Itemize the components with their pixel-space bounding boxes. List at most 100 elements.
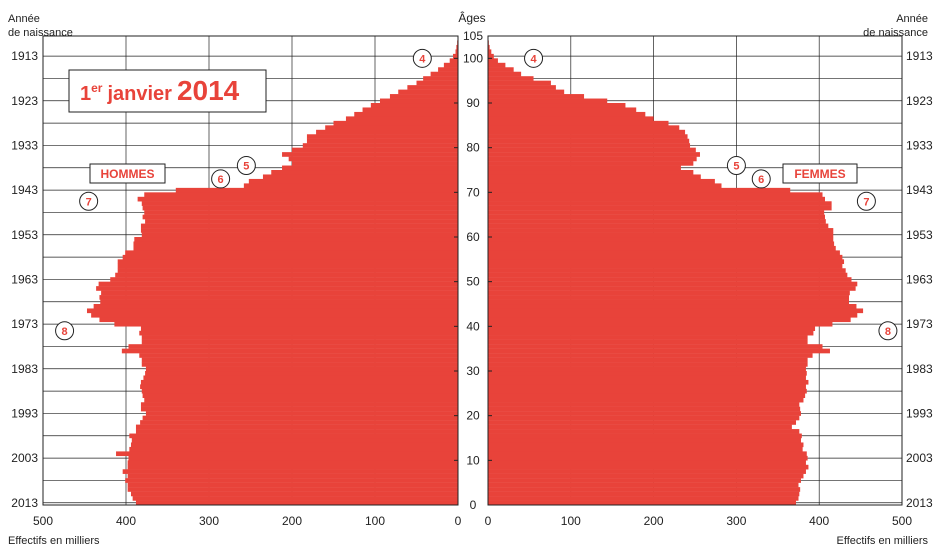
bar-hommes xyxy=(292,147,458,153)
bar-femmes xyxy=(488,491,800,497)
annotation-marker-7-right: 7 xyxy=(856,191,876,211)
birth-year-label-left: 1963 xyxy=(11,272,38,286)
title-prefix: 1 xyxy=(80,83,91,105)
x-tick-label-right: 500 xyxy=(892,514,912,528)
birth-year-label-right: 1993 xyxy=(906,406,933,420)
birth-year-label-right: 1983 xyxy=(906,362,933,376)
birth-year-label-right: 1923 xyxy=(906,94,933,108)
x-tick-label-right: 200 xyxy=(644,514,664,528)
age-tick-label: 70 xyxy=(466,185,480,199)
x-tick-label-right: 0 xyxy=(485,514,492,528)
bar-hommes xyxy=(129,446,458,452)
birth-year-labels-left: 2013 2003 1993 1983 1973 1963 1953 1943 1933 1923… xyxy=(11,49,38,510)
x-tick-labels-left: 500 400 300 200 100 0 xyxy=(33,514,462,528)
bar-femmes xyxy=(488,442,804,448)
bar-femmes xyxy=(488,496,799,501)
bar-hommes xyxy=(140,402,458,407)
bar-hommes xyxy=(142,205,458,211)
bar-hommes xyxy=(141,357,458,363)
bar-femmes xyxy=(488,326,816,331)
panel-frames xyxy=(42,35,903,506)
bar-femmes xyxy=(488,304,857,309)
bar-hommes xyxy=(354,111,458,117)
top-left-label-line2: de naissance xyxy=(8,27,73,39)
annotation-circle xyxy=(412,48,432,68)
bar-hommes xyxy=(91,312,458,318)
bar-femmes xyxy=(488,80,551,86)
bar-hommes xyxy=(306,138,458,144)
bar-hommes xyxy=(140,406,458,412)
bar-femmes xyxy=(488,375,806,381)
annotation-number: 7 xyxy=(86,196,92,208)
bar-hommes xyxy=(139,330,458,336)
bar-hommes xyxy=(128,455,459,461)
bar-femmes xyxy=(488,187,791,193)
bar-hommes xyxy=(127,460,458,465)
hommes-label-box: HOMMES xyxy=(89,163,166,184)
bar-hommes xyxy=(443,62,458,68)
annotation-marker-7-left: 7 xyxy=(79,191,99,211)
bar-hommes xyxy=(133,245,458,251)
bar-femmes xyxy=(488,335,808,340)
x-tick-label-right: 400 xyxy=(809,514,829,528)
bar-femmes xyxy=(488,259,845,264)
bar-femmes xyxy=(488,232,834,238)
x-tick-label-left: 0 xyxy=(455,514,462,528)
bar-hommes xyxy=(122,254,459,260)
bar-hommes xyxy=(142,393,458,398)
bar-femmes xyxy=(488,455,808,461)
age-tick-label: 90 xyxy=(466,96,480,110)
bar-hommes xyxy=(449,58,458,63)
bar-hommes xyxy=(262,174,458,180)
age-tick-label: 50 xyxy=(466,275,480,289)
bar-hommes xyxy=(398,89,458,95)
bar-femmes xyxy=(488,286,856,291)
x-tick-label-left: 200 xyxy=(282,514,302,528)
hommes-label: HOMMES xyxy=(101,167,155,181)
bar-femmes xyxy=(488,384,806,390)
bar-femmes xyxy=(488,44,490,50)
bar-femmes xyxy=(488,446,803,452)
left-panel-frame xyxy=(42,35,459,506)
bar-hommes xyxy=(116,451,458,457)
birth-year-label-right: 1963 xyxy=(906,272,933,286)
bar-hommes xyxy=(145,366,459,372)
bar-hommes xyxy=(141,362,458,367)
bar-femmes xyxy=(488,116,654,122)
bar-femmes xyxy=(488,156,697,162)
birth-year-label-left: 2013 xyxy=(11,496,38,510)
bar-hommes xyxy=(141,201,458,206)
title-superscript: er xyxy=(91,81,103,95)
bar-hommes xyxy=(127,473,458,479)
bar-hommes xyxy=(288,156,458,162)
age-tick-label: 0 xyxy=(470,498,477,512)
bar-hommes xyxy=(133,241,458,247)
bar-hommes xyxy=(101,290,458,296)
bar-hommes xyxy=(127,487,458,492)
bar-hommes xyxy=(117,268,458,273)
bar-femmes xyxy=(488,397,804,403)
right-panel-frame xyxy=(487,35,903,506)
bar-femmes xyxy=(488,205,832,211)
bar-hommes xyxy=(140,326,458,331)
bar-hommes xyxy=(306,134,458,139)
annotation-number: 5 xyxy=(243,161,249,173)
bar-hommes xyxy=(134,237,459,242)
birth-year-label-left: 1913 xyxy=(11,49,38,63)
bar-hommes xyxy=(98,281,459,287)
bar-hommes xyxy=(144,210,458,215)
bar-femmes xyxy=(488,58,498,63)
bar-hommes xyxy=(117,263,458,269)
title-middle: janvier xyxy=(106,83,172,105)
age-tick-label: 40 xyxy=(466,319,480,333)
bar-femmes xyxy=(488,277,852,282)
age-tick-labels: 0 10 20 30 40 50 60 70 80 90 100 105 xyxy=(463,29,483,512)
bar-femmes xyxy=(488,103,626,108)
bar-hommes xyxy=(115,272,459,278)
bar-femmes xyxy=(488,281,858,287)
annotation-circle xyxy=(726,156,746,176)
bar-femmes xyxy=(488,107,637,113)
bar-hommes xyxy=(407,85,458,90)
bar-hommes xyxy=(416,80,458,86)
